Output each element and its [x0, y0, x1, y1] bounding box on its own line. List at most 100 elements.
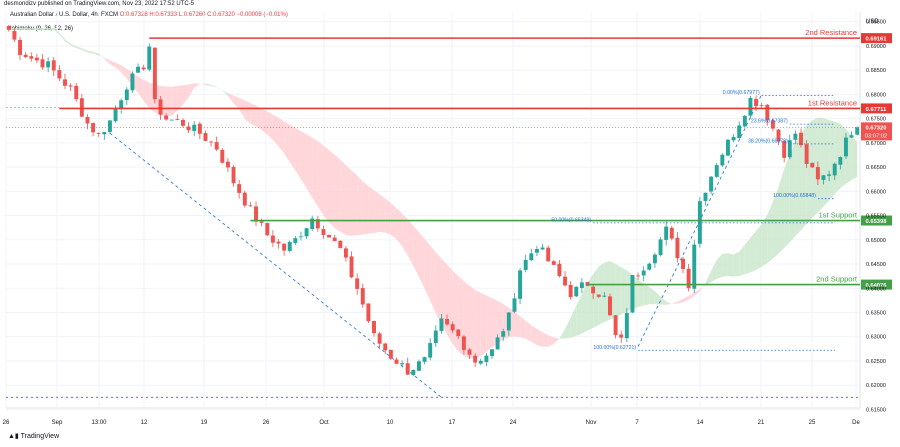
candle-body: [197, 123, 202, 134]
candle-body: [388, 349, 393, 359]
cloud-segment: [121, 65, 127, 79]
cloud-segment: [553, 337, 560, 345]
cloud-segment: [182, 84, 189, 105]
cloud-segment: [53, 27, 60, 35]
price-tick: 0.67500: [866, 117, 886, 123]
cloud-segment: [638, 279, 644, 307]
ichimoku-cloud: [8, 27, 858, 359]
candle-body: [467, 349, 472, 355]
candle-body: [534, 249, 539, 253]
cloud-segment: [565, 317, 571, 339]
time-tick: 25: [809, 420, 816, 426]
cloud-segment: [385, 198, 391, 235]
cloud-segment: [548, 335, 554, 347]
cloud-segment: [351, 170, 358, 236]
candle-body: [726, 139, 730, 156]
cloud-segment: [222, 90, 228, 97]
candle-body: [759, 104, 764, 106]
cloud-segment: [581, 282, 588, 334]
cloud-segment: [188, 83, 195, 98]
price-tick: 0.62500: [866, 359, 886, 365]
cloud-segment: [205, 83, 212, 87]
cloud-segment: [345, 165, 352, 236]
price-tick: 0.68500: [866, 68, 886, 74]
candle-body: [231, 166, 236, 184]
candle-body: [209, 141, 214, 143]
price-tick: 0.63000: [866, 335, 886, 341]
candle-body: [787, 140, 792, 158]
cloud-segment: [789, 143, 796, 243]
candle-body: [96, 133, 101, 134]
candle-body: [366, 303, 371, 322]
candle-body: [591, 286, 596, 294]
candle-body: [433, 330, 438, 344]
candle-body: [270, 235, 275, 243]
candle-body: [782, 140, 787, 158]
time-tick: 24: [510, 420, 517, 426]
level-price: 0.64076: [866, 283, 888, 289]
fib-levels: 0.00%(0.67977) 23.6%(0.67387) 38.20%(0.669…: [551, 90, 835, 351]
candle-body: [563, 276, 567, 286]
price-tick: 0.64000: [866, 286, 886, 292]
cloud-segment: [621, 267, 627, 315]
cloud-segment: [171, 86, 178, 116]
level-price-tag: [861, 279, 892, 290]
candle-body: [74, 85, 79, 100]
logo-icon: ▲▮: [8, 433, 21, 440]
cloud-segment: [778, 168, 785, 254]
candle-body: [630, 275, 635, 313]
candle-body: [107, 120, 112, 132]
candle-body: [113, 109, 118, 122]
candle-body: [641, 270, 646, 276]
candle-body: [495, 337, 500, 350]
price-axis: 0.69500 0.69000 0.68500 0.68000 0.67500 0.670…: [866, 20, 886, 414]
candle-body: [299, 236, 303, 238]
candle-body: [343, 248, 348, 258]
cloud-segment: [374, 190, 380, 234]
cloud-segment: [711, 259, 717, 282]
cloud-segment: [368, 186, 375, 234]
cloud-segment: [104, 57, 110, 65]
level-price: 0.69161: [866, 37, 888, 43]
time-tick: 26: [3, 420, 10, 426]
cloud-segment: [312, 137, 318, 207]
candle-body: [136, 66, 140, 73]
cloud-segment: [486, 295, 492, 352]
cloud-segment: [722, 253, 728, 277]
candle-body: [557, 263, 562, 277]
cloud-segment: [64, 39, 71, 46]
candle-body: [445, 318, 450, 325]
cloud-segment: [166, 86, 172, 117]
candle-body: [164, 115, 169, 120]
cloud-segment: [851, 135, 858, 181]
candle-body: [63, 79, 67, 86]
cloud-segment: [649, 286, 655, 305]
price-tick: 0.61500: [866, 407, 886, 413]
level-label: 2nd Resistance: [805, 28, 857, 37]
fib-label: 38.20%(0.66979): [748, 138, 788, 144]
candle-body: [152, 47, 157, 100]
cloud-segment: [559, 328, 566, 339]
cloud-segment: [323, 145, 330, 223]
cloud-segment: [469, 285, 476, 359]
level-price-tag: [861, 33, 892, 44]
price-tick: 0.62000: [866, 383, 886, 389]
level-price: 0.65398: [866, 219, 888, 225]
time-tick: 21: [758, 420, 765, 426]
candle-body: [669, 227, 674, 239]
bar-countdown: 03:07:02: [865, 133, 888, 139]
candle-body: [377, 333, 382, 344]
candle-body: [793, 133, 798, 140]
candle-body: [490, 349, 494, 357]
logo-text: TradingView: [20, 433, 60, 440]
candle-body: [91, 123, 96, 133]
candle-body: [838, 157, 843, 165]
cloud-segment: [413, 225, 419, 277]
cloud-segment: [317, 141, 324, 216]
candle-body: [327, 234, 332, 238]
cloud-segment: [593, 266, 599, 328]
cloud-segment: [284, 121, 290, 163]
candle-body: [799, 132, 803, 146]
candle-body: [192, 124, 197, 131]
